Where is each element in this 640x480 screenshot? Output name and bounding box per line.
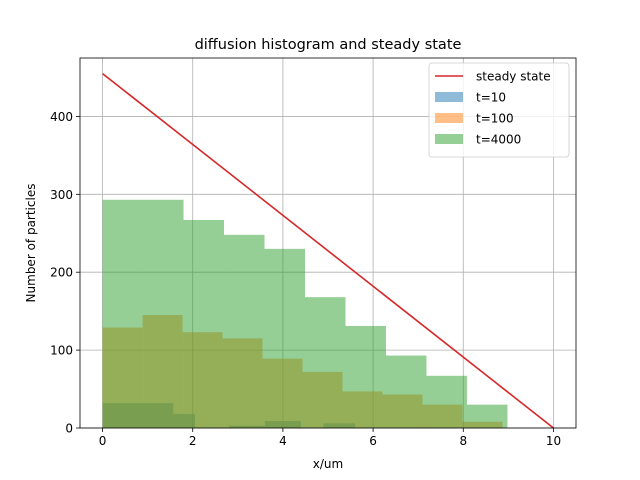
legend-box xyxy=(428,62,570,158)
histogram-bar xyxy=(385,355,427,428)
legend-label: t=4000 xyxy=(476,133,521,147)
histogram-bar xyxy=(264,248,306,428)
histogram-bar xyxy=(426,375,467,428)
x-tick-label: 4 xyxy=(279,434,287,448)
x-tick-label: 8 xyxy=(459,434,467,448)
legend-label: t=100 xyxy=(476,112,514,126)
legend-label: t=10 xyxy=(476,91,506,105)
y-tick-label: 100 xyxy=(50,344,73,358)
x-tick-label: 2 xyxy=(189,434,197,448)
plot-frame xyxy=(79,57,577,429)
histogram-bars xyxy=(102,199,508,428)
y-axis-label: Number of particles xyxy=(24,184,38,303)
x-axis-label: x/um xyxy=(313,457,343,471)
histogram-bar xyxy=(466,404,508,428)
histogram-bar xyxy=(183,220,225,428)
steady-state-line xyxy=(102,72,554,429)
histogram-bar xyxy=(224,234,265,428)
x-tick-label: 10 xyxy=(546,434,561,448)
y-tick-label: 300 xyxy=(50,188,73,202)
legend-patch-swatch xyxy=(435,134,463,144)
legend-patch-swatch xyxy=(435,92,463,102)
x-tick-label: 6 xyxy=(369,434,377,448)
x-axis-ticks: 0 2 4 6 8 10 xyxy=(99,428,561,448)
y-tick-label: 0 xyxy=(65,422,73,436)
y-axis-ticks: 0 100 200 300 400 xyxy=(50,110,80,436)
steady-state-line-group xyxy=(102,72,554,429)
legend-patch-swatch xyxy=(435,113,463,123)
series-t=4000 xyxy=(102,199,508,428)
histogram-bar xyxy=(102,199,144,428)
y-tick-label: 400 xyxy=(50,110,73,124)
histogram-bar xyxy=(345,325,386,428)
legend: steady state t=10 t=100 t=4000 xyxy=(428,62,570,158)
legend-label: steady state xyxy=(476,70,551,84)
x-tick-label: 0 xyxy=(99,434,107,448)
y-tick-label: 200 xyxy=(50,266,73,280)
histogram-bar xyxy=(305,297,346,428)
histogram-bar xyxy=(143,199,184,428)
chart-title: diffusion histogram and steady state xyxy=(195,37,462,53)
